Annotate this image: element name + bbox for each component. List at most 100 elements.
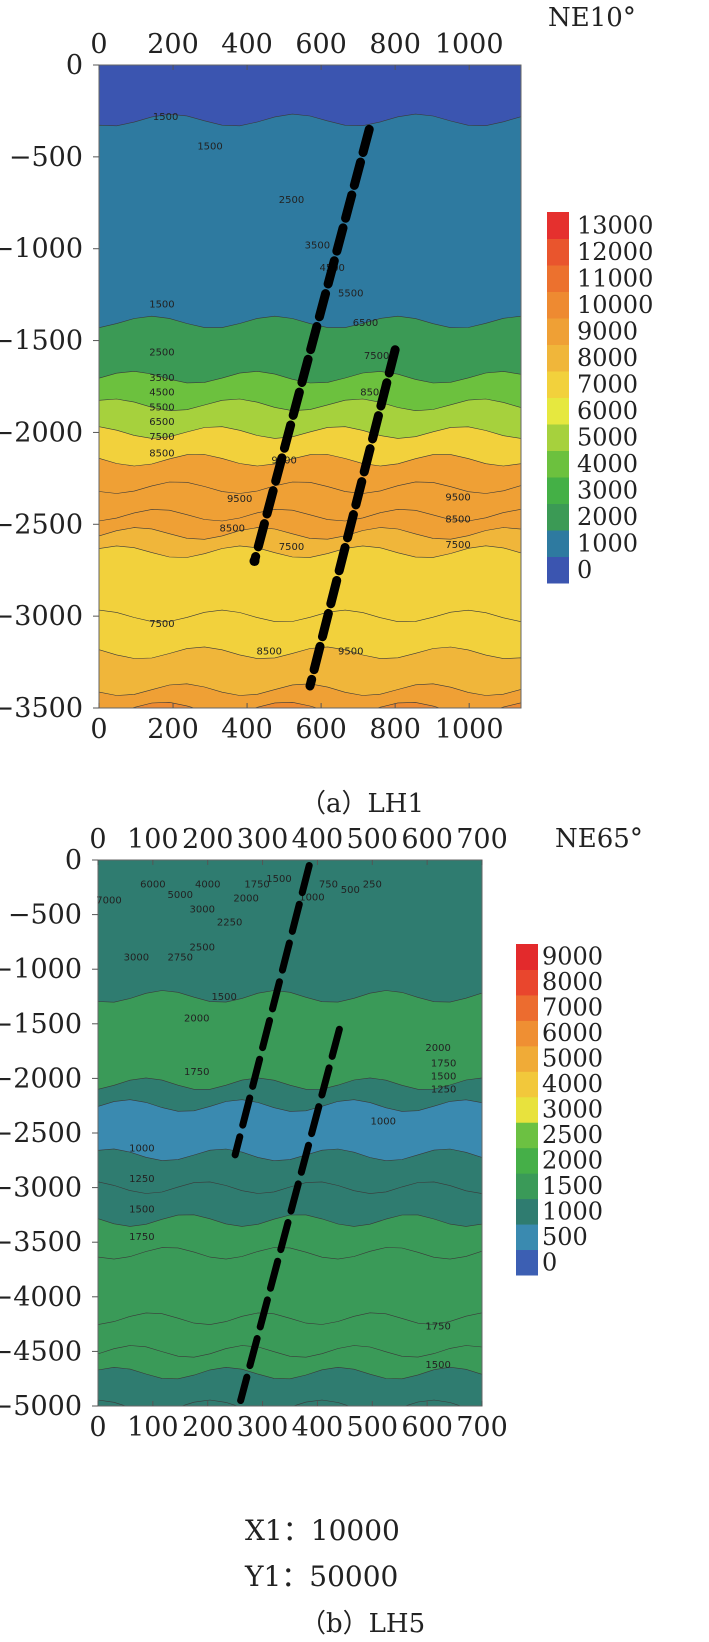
- colorbar-swatch: [547, 397, 569, 425]
- y-tick-label: −2000: [0, 417, 83, 448]
- colorbar-swatch: [516, 1173, 538, 1200]
- x-tick-label-top: 200: [182, 824, 234, 855]
- y-tick-label: −3500: [0, 1227, 82, 1258]
- x-tick-label-bottom: 700: [456, 1412, 508, 1443]
- plot-frame: [98, 64, 522, 709]
- colorbar-tick-label: 11000: [577, 264, 653, 292]
- contour-band: [99, 508, 521, 542]
- colorbar-tick-label: 500: [542, 1223, 588, 1251]
- x-tick-label-top: 100: [127, 824, 179, 855]
- contour-band: [98, 1099, 482, 1164]
- colorbar-tick-label: 8000: [542, 968, 603, 996]
- contour-label: 1500: [149, 300, 174, 311]
- colorbar-tick-label: 0: [577, 556, 592, 584]
- caption: （a）LH1: [300, 789, 424, 819]
- colorbar-swatch: [547, 477, 569, 504]
- colorbar-swatch: [516, 1147, 538, 1174]
- fault-line: [305, 345, 400, 691]
- x-tick-label-top: 0: [90, 29, 107, 60]
- contour-label: 250: [363, 879, 382, 890]
- contour-band: [99, 527, 521, 561]
- x-tick-label-bottom: 600: [401, 1412, 453, 1443]
- colorbar-swatch: [547, 556, 569, 584]
- contour-label: 6000: [140, 879, 165, 890]
- contour-label: 8500: [220, 524, 245, 535]
- contour-band: [130, 701, 521, 708]
- y-tick-label: −2500: [0, 1118, 82, 1149]
- fault-line: [249, 124, 374, 566]
- colorbar-tick-label: 5000: [577, 423, 638, 451]
- colorbar-tick-label: 6000: [577, 397, 638, 425]
- contour-label: 1750: [244, 879, 269, 890]
- chart-lh1: NE10° 1500 1500 2500 3500 4500 5500 6500 7500 85…: [0, 3, 653, 819]
- contour-label: 2500: [149, 347, 174, 358]
- colorbar-tick-label: 8000: [577, 344, 638, 372]
- contour-label: 2000: [425, 1043, 450, 1054]
- y-tick-label: −5000: [0, 1391, 82, 1422]
- contour-band: [98, 1345, 482, 1382]
- colorbar-swatch: [547, 265, 569, 292]
- orientation-label: NE65°: [555, 824, 643, 854]
- contour-band: [98, 1399, 462, 1406]
- colorbar-swatch: [516, 1020, 538, 1047]
- y-tick-label: −3500: [0, 693, 83, 724]
- contour-label: 500: [341, 885, 360, 896]
- colorbar-swatch: [547, 318, 569, 345]
- contour-label: 2250: [217, 918, 242, 929]
- colorbar-tick-label: 6000: [542, 1019, 603, 1047]
- contour-band: [98, 990, 482, 1093]
- x-tick-label-top: 200: [147, 29, 199, 60]
- contour-label: 6500: [353, 318, 378, 329]
- contour-label: 1500: [266, 874, 291, 885]
- colorbar-tick-label: 5000: [542, 1045, 603, 1073]
- y-tick-label: −1000: [0, 234, 83, 265]
- colorbar-tick-label: 7000: [542, 994, 603, 1022]
- colorbar-swatch: [516, 1096, 538, 1123]
- colorbar-tick-label: 2000: [577, 503, 638, 531]
- contour-label: 1500: [129, 1205, 154, 1216]
- contour-band: [99, 65, 521, 129]
- contour-label: 7500: [149, 619, 174, 630]
- colorbar-swatch: [547, 291, 569, 319]
- y-tick-label: −3000: [0, 601, 83, 632]
- contour-label: 9500: [338, 647, 363, 658]
- fault-end-marker: [249, 556, 260, 567]
- contour-label: 3500: [305, 241, 330, 252]
- x-tick-label-top: 400: [292, 824, 344, 855]
- contour-label: 3000: [124, 952, 149, 963]
- y-tick-label: −2500: [0, 509, 83, 540]
- colorbar-tick-label: 4000: [577, 450, 638, 478]
- x-tick-label-bottom: 800: [369, 714, 421, 745]
- x-tick-label-bottom: 500: [347, 1412, 399, 1443]
- y-tick-label: 0: [66, 50, 83, 81]
- colorbar-tick-label: 4000: [542, 1070, 603, 1098]
- contour-label: 1500: [431, 1071, 456, 1082]
- colorbar-swatch: [547, 238, 569, 266]
- colorbar-tick-label: 7000: [577, 370, 638, 398]
- y-tick-label: −4500: [0, 1336, 82, 1367]
- colorbar-swatch: [547, 530, 569, 557]
- contour-label: 7000: [96, 896, 121, 907]
- x-tick-label-bottom: 600: [295, 714, 347, 745]
- contour-band: [98, 1312, 482, 1360]
- x-tick-label-top: 600: [295, 29, 347, 60]
- y-tick-label: 0: [65, 845, 82, 876]
- contour-label: 2000: [184, 1014, 209, 1025]
- colorbar-swatch: [516, 944, 538, 970]
- contour-label: 7500: [279, 542, 304, 553]
- contour-label: 9500: [227, 494, 252, 505]
- y-tick-label: −1000: [0, 954, 82, 985]
- contour-label: 2000: [233, 893, 258, 904]
- colorbar-tick-label: 2000: [542, 1146, 603, 1174]
- x-tick-label-bottom: 400: [292, 1412, 344, 1443]
- colorbar-tick-label: 1000: [542, 1197, 603, 1225]
- colorbar-swatch: [547, 503, 569, 531]
- x-tick-label-top: 800: [369, 29, 421, 60]
- contour-label: 5500: [149, 402, 174, 413]
- y-tick-label: −4000: [0, 1282, 82, 1313]
- y-tick-label: −500: [8, 900, 82, 931]
- colorbar-tick-label: 3000: [577, 476, 638, 504]
- colorbar-swatch: [516, 1045, 538, 1072]
- contour-label: 1750: [425, 1322, 450, 1333]
